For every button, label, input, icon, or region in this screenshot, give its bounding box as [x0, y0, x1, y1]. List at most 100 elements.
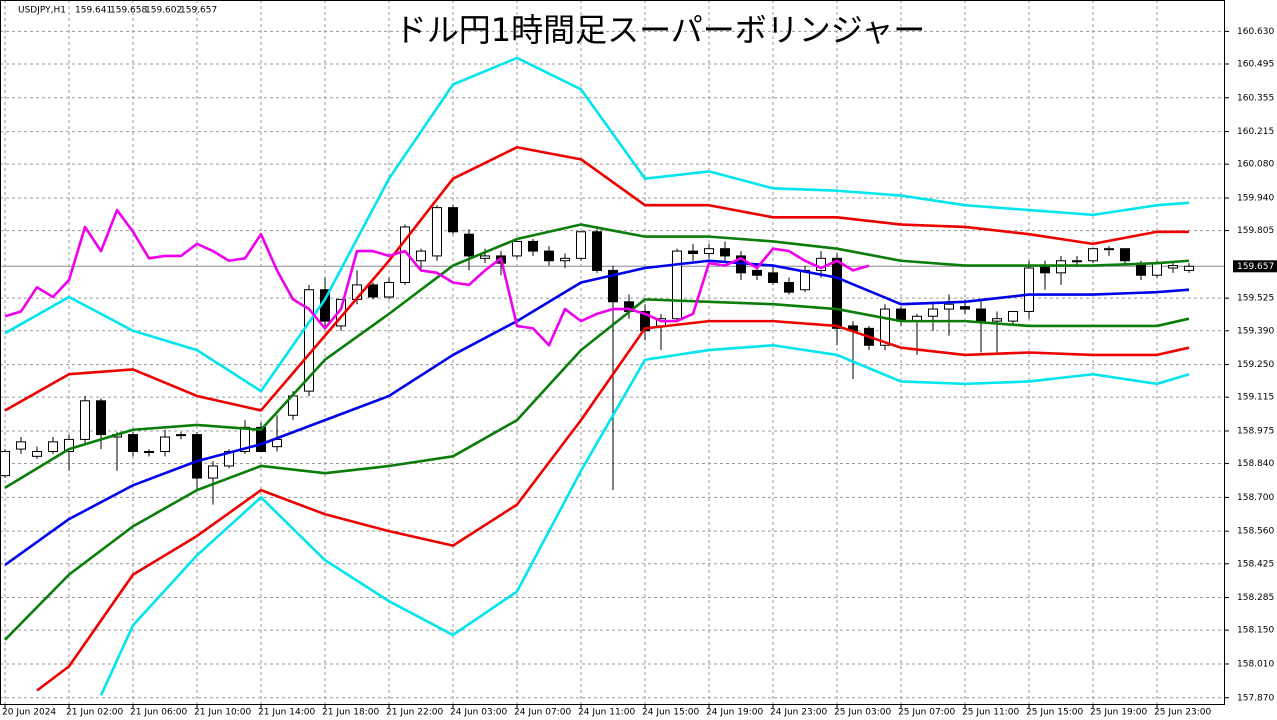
ohlc-low: 159.602 — [145, 6, 182, 16]
candle-body — [1072, 260, 1082, 263]
candle-body — [640, 310, 650, 332]
x-tick-label: 25 Jun 07:00 — [898, 708, 955, 718]
candle-body — [944, 303, 954, 310]
x-tick-label: 24 Jun 11:00 — [578, 708, 635, 718]
y-tick-label: 159.805 — [1237, 226, 1274, 236]
band-line — [4, 298, 1190, 641]
x-tick-label: 25 Jun 03:00 — [834, 708, 891, 718]
y-tick-label: 160.215 — [1237, 127, 1274, 137]
symbol: USDJPY,H1 — [18, 6, 66, 16]
ohlc-close: 159.657 — [180, 6, 217, 16]
candle-body — [1104, 248, 1114, 251]
candle-body — [1184, 265, 1194, 271]
y-tick-label: 159.940 — [1237, 193, 1274, 203]
candle-body — [48, 441, 58, 452]
candle-body — [1008, 310, 1018, 322]
band-line — [36, 319, 1190, 692]
axis: 160.630 160.495 160.355 160.215 160.080 159.9… — [2, 27, 1277, 718]
candle-body — [0, 450, 10, 477]
candle-body — [432, 207, 442, 257]
y-tick-label: 159.390 — [1237, 326, 1274, 336]
candle-body — [576, 231, 586, 259]
candle-body — [960, 306, 970, 310]
candle-body — [560, 257, 570, 262]
y-tick-label: 160.630 — [1237, 27, 1274, 37]
y-tick-label: 158.150 — [1237, 626, 1274, 636]
candle-body — [688, 250, 698, 255]
x-tick-label: 21 Jun 22:00 — [386, 708, 443, 718]
candle-body — [208, 465, 218, 479]
x-tick-label: 24 Jun 19:00 — [706, 708, 763, 718]
candle-body — [416, 250, 426, 262]
candle-body — [448, 207, 458, 233]
band-line — [99, 343, 1190, 696]
band-line — [4, 208, 870, 347]
x-tick-label: 21 Jun 02:00 — [66, 708, 123, 718]
candle-body — [1152, 262, 1162, 276]
candle-body — [256, 426, 266, 452]
candle-body — [704, 248, 714, 255]
candle-body — [992, 318, 1002, 322]
y-tick-label: 158.010 — [1237, 659, 1274, 669]
candle-body — [768, 272, 778, 283]
ohlc-open: 159.641 — [75, 6, 112, 16]
candle-body — [80, 400, 90, 440]
candle-body — [304, 289, 314, 392]
band-line — [4, 56, 1190, 393]
candle-body — [512, 240, 522, 257]
candle-body — [752, 269, 762, 276]
candle-body — [1088, 248, 1098, 262]
candle-body — [928, 308, 938, 317]
plot-border — [0, 0, 1225, 705]
candle-body — [160, 436, 170, 452]
candle-body — [784, 281, 794, 293]
candle-body — [128, 434, 138, 452]
y-tick-label: 157.870 — [1237, 693, 1274, 703]
ohlc-high: 159.658 — [110, 6, 147, 16]
candle-body — [480, 255, 490, 259]
x-tick-label: 24 Jun 03:00 — [450, 708, 507, 718]
y-tick-label: 158.425 — [1237, 559, 1274, 569]
x-tick-label: 25 Jun 23:00 — [1154, 708, 1211, 718]
y-tick-label: 160.355 — [1237, 93, 1274, 103]
candle-body — [384, 281, 394, 298]
x-tick-label: 21 Jun 18:00 — [322, 708, 379, 718]
band-line — [4, 259, 1190, 567]
candle-body — [144, 450, 154, 453]
band-line — [4, 145, 1189, 412]
candle-body — [464, 233, 474, 257]
x-tick-label: 25 Jun 11:00 — [962, 708, 1019, 718]
candle-body — [192, 434, 202, 479]
candle-body — [1168, 265, 1178, 269]
x-tick-label: 21 Jun 14:00 — [258, 708, 315, 718]
y-tick-label: 159.525 — [1237, 294, 1274, 304]
x-tick-label: 24 Jun 07:00 — [514, 708, 571, 718]
candle-body — [96, 400, 106, 436]
x-tick-label: 20 Jun 2024 — [2, 708, 56, 718]
x-tick-label: 24 Jun 15:00 — [642, 708, 699, 718]
candle-body — [528, 240, 538, 252]
candle-body — [720, 248, 730, 257]
candle-body — [672, 250, 682, 320]
candle-body — [32, 450, 42, 457]
candle-body — [1024, 267, 1034, 312]
x-tick-label: 24 Jun 23:00 — [770, 708, 827, 718]
y-tick-label: 160.080 — [1237, 160, 1274, 170]
y-tick-label: 159.115 — [1237, 393, 1274, 403]
y-tick-label: 158.285 — [1237, 593, 1274, 603]
y-tick-label: 158.840 — [1237, 459, 1274, 469]
y-tick-label: 158.700 — [1237, 493, 1274, 503]
candle-body — [608, 269, 618, 303]
y-tick-label: 159.250 — [1237, 360, 1274, 370]
candle-body — [592, 231, 602, 271]
plot-area — [0, 56, 1225, 696]
candle-body — [16, 441, 26, 450]
candle-body — [832, 257, 842, 329]
y-tick-label: 160.495 — [1237, 59, 1274, 69]
y-tick-label: 158.975 — [1237, 426, 1274, 436]
current-price-label: 159.657 — [1237, 262, 1274, 272]
x-tick-label: 25 Jun 19:00 — [1090, 708, 1147, 718]
